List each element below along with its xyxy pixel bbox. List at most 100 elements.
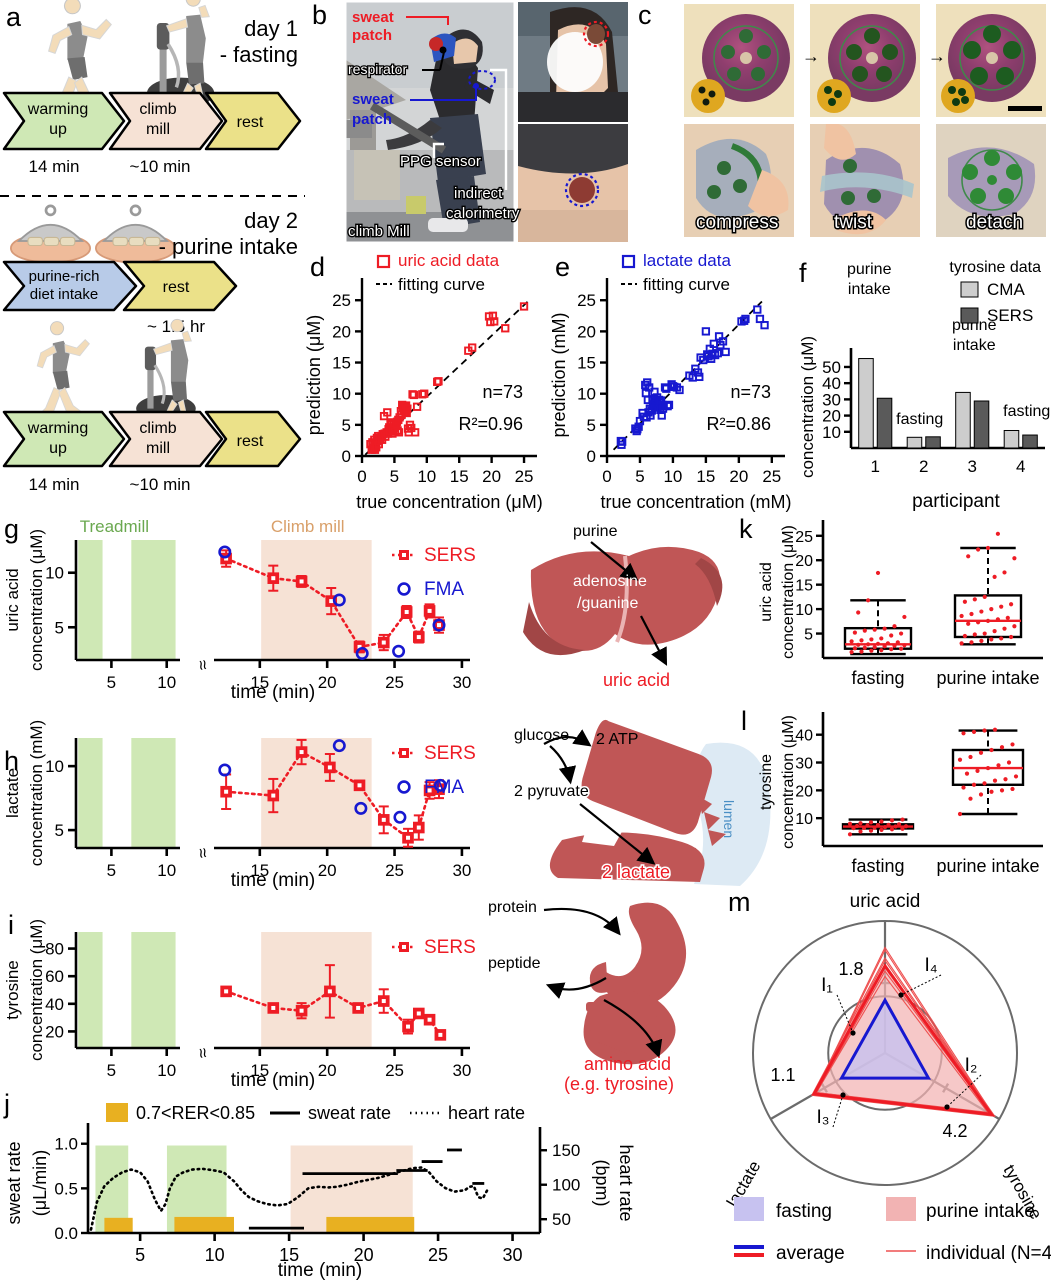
day2-step-rest: rest — [204, 410, 302, 468]
x-tick-label: 10 — [205, 1245, 225, 1265]
panel-b-letter: b — [312, 0, 328, 30]
y-tick-label: 5 — [342, 416, 351, 435]
stat-r2: R²=0.96 — [458, 414, 523, 434]
x-tick-label: 15 — [696, 467, 715, 486]
x-axis-label: time (min) — [278, 1260, 362, 1280]
data-point-inner — [427, 608, 432, 613]
x-tick-label: 0 — [357, 467, 366, 486]
bar-annotation: intake — [848, 281, 891, 298]
x-tick-label: 10 — [157, 673, 176, 692]
data-point-inner — [299, 1008, 304, 1013]
x-tick-label: 30 — [452, 861, 471, 880]
data-point-inner — [416, 1011, 421, 1016]
legend-label-purine: purine intake — [926, 1201, 1035, 1222]
y-tick-label: 5 — [804, 627, 813, 644]
data-point-inner — [357, 783, 362, 788]
legend-label-fasting: fasting — [776, 1201, 832, 1222]
scatter-point — [886, 822, 891, 827]
y-tick-label: 15 — [795, 578, 813, 595]
data-point — [383, 408, 392, 417]
scatter-point — [866, 642, 871, 647]
radar-callout-dot — [898, 992, 904, 998]
x-tick-label: 15 — [250, 673, 269, 692]
y-tick-label: 20 — [795, 783, 813, 800]
scatter-point — [868, 828, 874, 833]
legend-marker-inner — [402, 553, 406, 557]
scatter-point — [962, 633, 967, 639]
y-axis-label-right-2: (bpm) — [592, 1159, 612, 1206]
data-point — [402, 408, 411, 418]
y-tick-label-left: 1.0 — [54, 1135, 78, 1154]
label-indirect-1: indirect — [454, 185, 503, 202]
data-point-inner — [357, 644, 362, 649]
radar-value-label-tyrosine: 4.2 — [942, 1121, 967, 1141]
scatter-point — [847, 821, 853, 826]
step-label: purine-rich — [29, 268, 100, 285]
activity-band — [261, 738, 372, 848]
y-tick-label: 5 — [55, 618, 64, 637]
x-tick-label: 25 — [428, 1245, 448, 1265]
data-point-fma — [433, 778, 447, 792]
photo-twist: twist — [810, 124, 920, 237]
data-point-fma — [332, 739, 346, 753]
scatter-point — [889, 633, 894, 638]
panel-a-svg: warming up climb mill rest 14 min ~10 mi… — [0, 0, 305, 494]
scatter-point — [1002, 570, 1007, 575]
scale-bar — [1008, 106, 1042, 111]
scatter-point — [900, 826, 905, 831]
label-glucose: glucose — [514, 727, 569, 744]
y-tick-label: 5 — [55, 821, 64, 840]
data-point — [643, 395, 653, 405]
x-tick-label: 5 — [135, 1245, 145, 1265]
scatter-point — [1010, 742, 1015, 747]
legend-swatch — [960, 281, 979, 298]
scatter-point — [899, 631, 904, 636]
photo-compress: compress — [684, 124, 794, 237]
panel-j: j 0.0 0.5 1.0 50 100 150 5 10 15 20 25 30 0.7<RER<0.… — [0, 1085, 730, 1280]
y-axis-label-line1: uric acid — [3, 568, 22, 631]
scatter-point — [995, 531, 1000, 536]
activity-band — [131, 738, 176, 848]
legend-marker-data — [376, 254, 391, 269]
scatter-point — [985, 545, 991, 551]
x-tick-label: purine intake — [936, 668, 1039, 688]
radar-individual-label: I₄ — [924, 955, 937, 976]
y-axis-label-line2: concentration (μM) — [780, 525, 797, 659]
step-label: rest — [237, 433, 264, 450]
scatter-point — [889, 827, 895, 832]
scatter-point — [968, 796, 973, 801]
scatter-point — [982, 631, 987, 636]
bar-annotation: purine — [847, 261, 892, 278]
activity-band — [78, 738, 103, 848]
scatter-point — [872, 645, 877, 650]
activity-band — [261, 540, 372, 660]
series-line-sers — [224, 557, 441, 649]
radar-callout-dot — [840, 1092, 846, 1098]
scatter-point — [959, 641, 964, 646]
scatter-point — [992, 778, 998, 783]
step-label: climb — [139, 420, 176, 437]
scatter-point — [879, 819, 884, 824]
data-point-inner — [406, 835, 411, 840]
data-point — [403, 404, 412, 413]
x-axis-label: time (min) — [231, 870, 315, 891]
scatter-point — [859, 649, 864, 654]
label-ppg-sensor: PPG sensor — [400, 153, 481, 170]
data-point-inner — [356, 1005, 361, 1010]
legend-marker-data — [621, 254, 636, 269]
radar-axis-label-uric-acid: uric acid — [850, 891, 921, 912]
panel-m-letter: m — [728, 887, 751, 917]
scatter-point — [989, 637, 994, 642]
panel-l: l 10 20 30 40 fasting purine intake tyrosine co… — [741, 700, 1051, 890]
data-point — [753, 305, 762, 314]
photo-patch-state-2 — [810, 4, 920, 117]
rer-bar — [174, 1216, 234, 1233]
y-tick-label: 0 — [342, 447, 351, 466]
liver-diagram: purine adenosine /guanine uric acid — [523, 523, 723, 690]
bar-annotation: fasting — [896, 411, 943, 428]
x-tick-label: 20 — [482, 467, 501, 486]
data-point-fma — [392, 644, 406, 658]
panel-l-chart: 10 20 30 40 fasting purine intake tyrosine conc… — [758, 712, 1043, 876]
photo-face-patch — [518, 2, 628, 122]
